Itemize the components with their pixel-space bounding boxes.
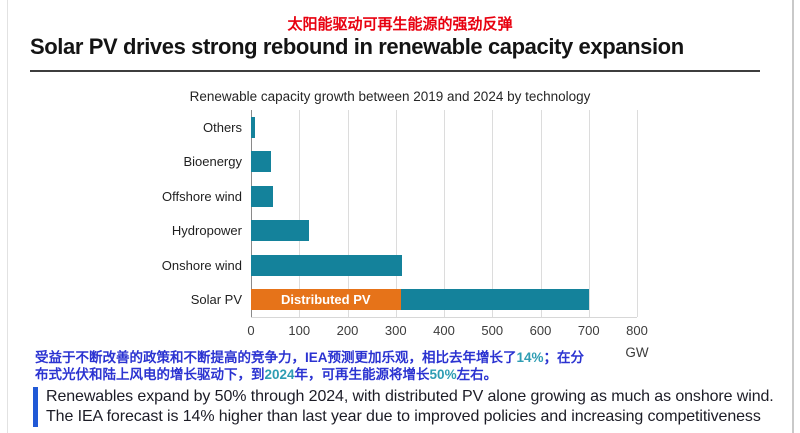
bar-area xyxy=(251,254,638,276)
chart-title: Renewable capacity growth between 2019 a… xyxy=(189,89,591,104)
chinese-note-line: 受益于不断改善的政策和不断提高的竞争力，IEA预测更加乐观，相比去年增长了14%… xyxy=(35,350,635,367)
right-edge-line xyxy=(792,0,794,433)
note-text-segment: 50% xyxy=(429,366,457,382)
y-axis-line xyxy=(251,110,252,317)
chart-rows: Others Bioenergy Offshore wind Hydropower On… xyxy=(160,110,638,317)
x-tick-label: 700 xyxy=(577,323,600,338)
bar-segment xyxy=(251,254,402,276)
chart-row: Onshore wind xyxy=(160,248,638,283)
chinese-note-line: 布式光伏和陆上风电的增长驱动下，到2024年，可再生能源将增长50%左右。 xyxy=(35,367,635,384)
x-axis: GW 0 100 200 300 400 500 600 700 800 xyxy=(247,323,648,363)
gridline xyxy=(492,110,494,317)
chart-gridlines xyxy=(251,110,638,318)
bar-area xyxy=(251,116,638,138)
page-title: Solar PV drives strong rebound in renewa… xyxy=(30,34,684,59)
x-tick-label: 300 xyxy=(384,323,407,338)
note-text-segment: 年，可再生能源将增长 xyxy=(294,366,430,382)
bar-segment: Distributed PV xyxy=(251,289,401,311)
x-tick-label: 0 xyxy=(247,323,255,338)
bar-segment xyxy=(251,151,272,173)
note-text-segment: 左右。 xyxy=(456,366,498,382)
left-edge-line xyxy=(7,0,8,433)
chinese-title: 太阳能驱动可再生能源的强劲反弹 xyxy=(287,16,513,33)
category-label: Others xyxy=(202,119,242,135)
note-text-segment: 14% xyxy=(516,350,544,365)
gridline xyxy=(637,110,638,317)
gridline xyxy=(395,110,397,317)
note-text-segment: ；在分 xyxy=(543,350,585,365)
x-tick-label: 400 xyxy=(433,323,455,338)
bar-area xyxy=(251,151,638,173)
x-tick-label: 800 xyxy=(626,323,648,338)
chart-row: Others xyxy=(160,110,638,145)
bar-area xyxy=(251,185,638,207)
x-tick-label: 600 xyxy=(529,323,552,338)
bar-chart: Others Bioenergy Offshore wind Hydropower On… xyxy=(160,110,638,318)
callout-line-1: Renewables expand by 50% through 2024, w… xyxy=(46,388,774,405)
category-label: Onshore wind xyxy=(161,257,242,273)
bar-segment xyxy=(400,289,589,311)
category-label: Offshore wind xyxy=(162,188,242,204)
bar-segment xyxy=(251,185,273,207)
gridline xyxy=(588,110,590,317)
category-label: Solar PV xyxy=(190,292,242,308)
category-label: Hydropower xyxy=(171,223,242,239)
bar-segment-label: Distributed PV xyxy=(280,292,371,308)
chart-row: Offshore wind xyxy=(160,179,638,214)
chinese-note: 受益于不断改善的政策和不断提高的竞争力，IEA预测更加乐观，相比去年增长了14%… xyxy=(35,350,635,383)
chart-row: Bioenergy xyxy=(160,145,638,180)
bar-area xyxy=(251,220,638,242)
bar-segment xyxy=(251,116,255,138)
gridline xyxy=(444,110,445,317)
chart-row: Hydropower xyxy=(160,214,638,249)
bar-segment xyxy=(251,220,310,242)
callout-line-2: The IEA forecast is 14% higher than last… xyxy=(46,408,761,425)
title-divider xyxy=(30,70,760,72)
x-tick-label: 100 xyxy=(288,323,311,338)
gridline xyxy=(299,110,301,317)
note-text-segment: 布式光伏和陆上风电的增长驱动下，到 xyxy=(35,366,265,382)
note-text-segment: 2024 xyxy=(264,366,295,382)
x-tick-label: 500 xyxy=(481,323,504,338)
chart-row: Solar PV Distributed PV xyxy=(160,283,638,318)
gridline xyxy=(347,110,349,317)
note-text-segment: 受益于不断改善的政策和不断提高的竞争力，IEA预测更加乐观，相比去年增长了 xyxy=(35,350,517,365)
gridline xyxy=(540,110,542,317)
x-tick-label: 200 xyxy=(336,323,359,338)
english-callout: Renewables expand by 50% through 2024, w… xyxy=(33,387,778,427)
bar-area: Distributed PV xyxy=(251,289,638,311)
category-label: Bioenergy xyxy=(183,154,242,170)
x-axis-unit-label: GW xyxy=(625,345,649,360)
